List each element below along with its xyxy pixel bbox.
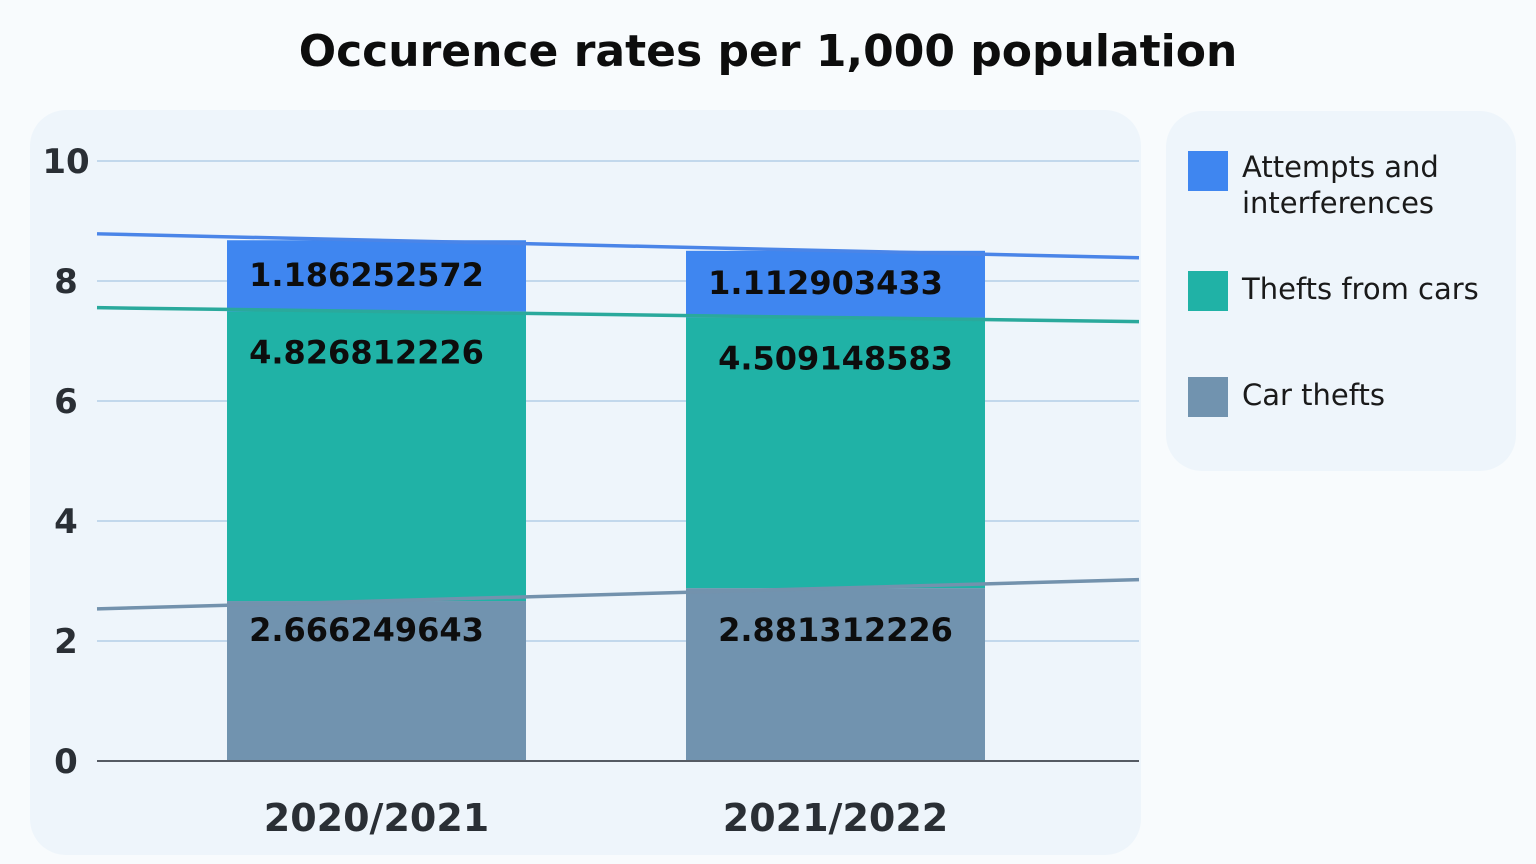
data-label: 1.186252572 — [249, 256, 484, 294]
legend-swatch-attempts — [1188, 151, 1228, 191]
data-label: 2.666249643 — [249, 611, 484, 649]
bar-segment — [686, 317, 985, 589]
legend-label-thefts-from-cars: Thefts from cars — [1242, 272, 1479, 306]
x-category-label: 2020/2021 — [264, 796, 489, 840]
bar-segment — [227, 240, 526, 312]
bar-segment — [686, 588, 985, 761]
data-label: 4.826812226 — [249, 333, 484, 371]
legend-label-car-thefts: Car thefts — [1242, 378, 1385, 412]
legend-swatch-car-thefts — [1188, 377, 1228, 417]
data-label: 1.112903433 — [708, 264, 943, 302]
y-tick-label: 4 — [54, 502, 78, 542]
legend: Attempts and interferences Thefts from c… — [1166, 111, 1516, 471]
bar-segment — [227, 601, 526, 761]
data-label: 2.881312226 — [718, 611, 953, 649]
trend-line — [96, 577, 1140, 611]
trend-line — [96, 305, 1140, 324]
data-label: 4.509148583 — [718, 340, 953, 378]
bar-segment — [227, 311, 526, 602]
legend-swatch-thefts-from-cars — [1188, 271, 1228, 311]
chart-title: Occurence rates per 1,000 population — [298, 26, 1238, 77]
y-tick-label: 0 — [54, 742, 78, 782]
bar-segment — [686, 250, 985, 318]
y-tick-label: 10 — [42, 142, 89, 182]
legend-label-attempts: Attempts and interferences — [1242, 150, 1439, 220]
trend-line — [96, 232, 1140, 260]
y-tick-label: 6 — [54, 382, 78, 422]
x-category-label: 2021/2022 — [723, 796, 948, 840]
y-tick-label: 2 — [54, 622, 78, 662]
y-tick-label: 8 — [54, 262, 78, 302]
